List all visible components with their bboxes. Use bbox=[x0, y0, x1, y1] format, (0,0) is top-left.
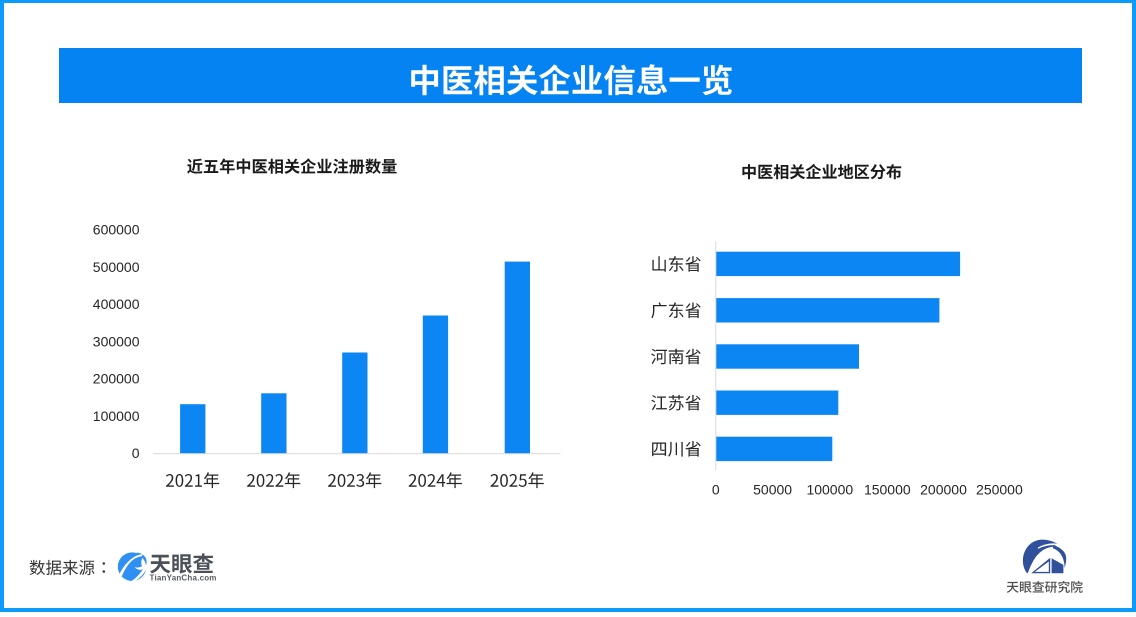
svg-text:500000: 500000 bbox=[93, 259, 140, 275]
svg-text:100000: 100000 bbox=[93, 408, 140, 424]
svg-text:50000: 50000 bbox=[753, 482, 792, 498]
svg-text:250000: 250000 bbox=[976, 482, 1023, 498]
svg-text:0: 0 bbox=[132, 445, 140, 461]
svg-text:100000: 100000 bbox=[806, 482, 853, 498]
svg-text:200000: 200000 bbox=[920, 482, 967, 498]
svg-text:0: 0 bbox=[712, 482, 720, 498]
svg-text:300000: 300000 bbox=[93, 333, 140, 349]
svg-text:400000: 400000 bbox=[93, 296, 140, 312]
svg-text:150000: 150000 bbox=[864, 482, 911, 498]
svg-text:600000: 600000 bbox=[93, 222, 140, 238]
svg-text:200000: 200000 bbox=[93, 371, 140, 387]
svg-text:TianYanCha.com: TianYanCha.com bbox=[150, 574, 217, 583]
